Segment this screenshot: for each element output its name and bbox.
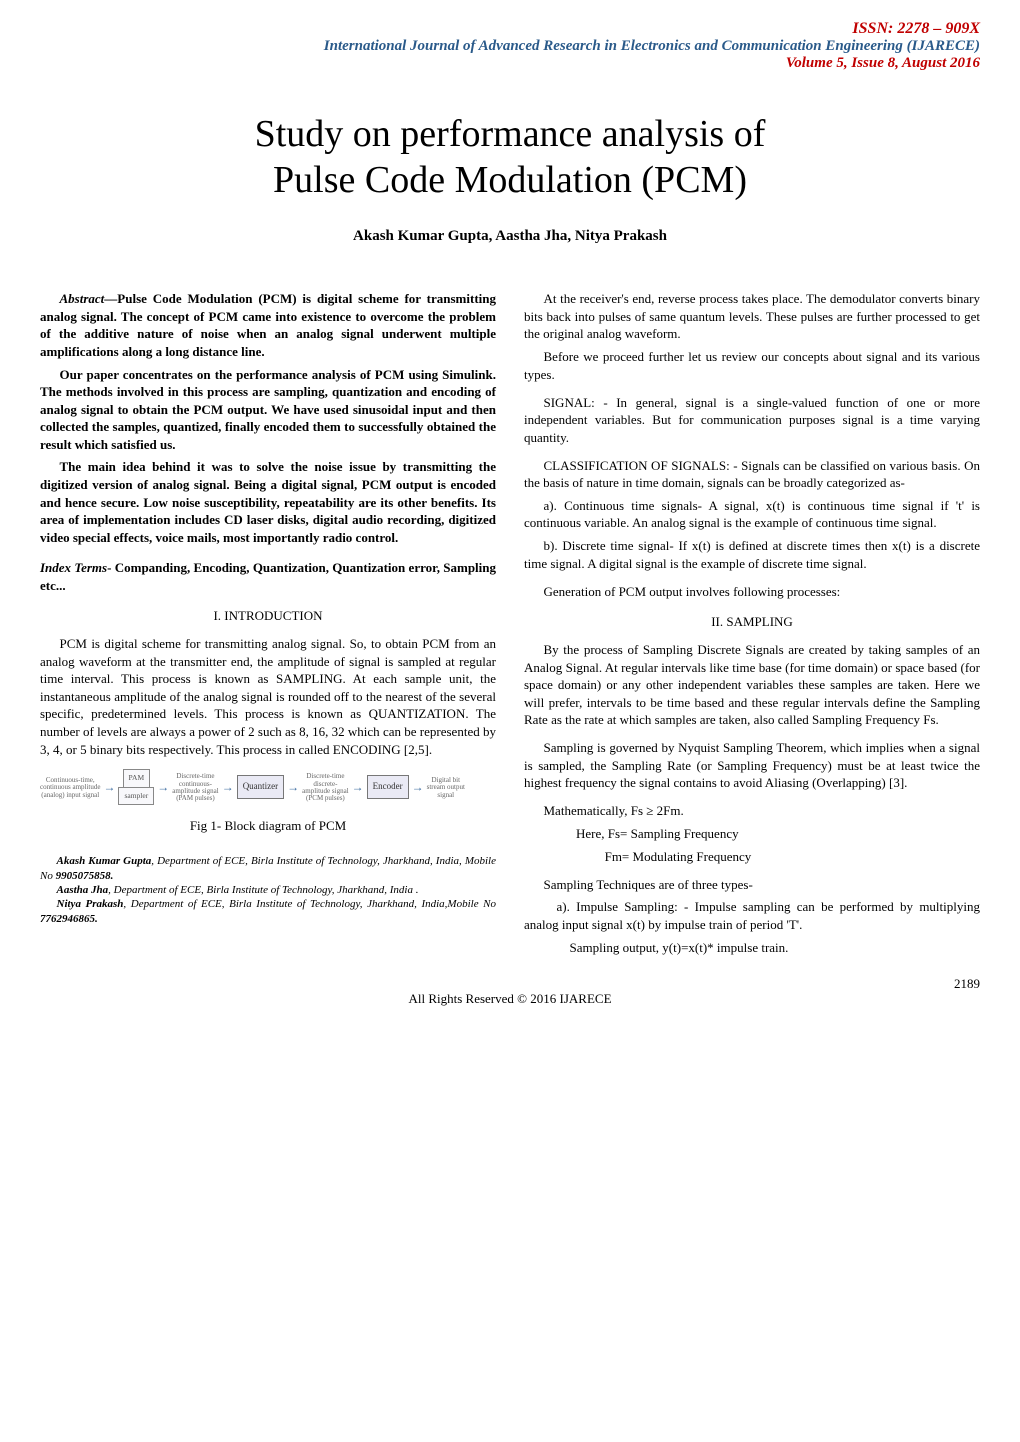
page-header: ISSN: 2278 – 909X International Journal … [0,0,1020,82]
abstract-label: Abstract [60,291,105,306]
diagram-stage2-label: Discrete-time discrete- amplitude signal… [302,773,348,802]
index-terms: Index Terms- Companding, Encoding, Quant… [40,559,496,594]
rc-p3: SIGNAL: - In general, signal is a single… [524,394,980,447]
affiliations: Akash Kumar Gupta , Department of ECE, Bi… [40,854,496,925]
diagram-input-col: Continuous-time, continuous amplitude (a… [40,775,100,799]
rc-p6: b). Discrete time signal- If x(t) is def… [524,537,980,572]
arrow-icon: → [352,781,364,793]
rc-p5: a). Continuous time signals- A signal, x… [524,497,980,532]
arrow-icon: → [103,781,115,793]
tech-a: a). Impulse Sampling: - Impulse sampling… [524,898,980,933]
diagram-output-label: Digital bit stream output signal [427,777,465,799]
authors: Akash Kumar Gupta, Aastha Jha, Nitya Pra… [40,228,980,245]
section-sampling-heading: II. SAMPLING [524,613,980,631]
title-block: Study on performance analysis of Pulse C… [0,82,1020,260]
arrow-icon: → [222,781,234,793]
affil-1-name: Akash Kumar Gupta [57,855,152,867]
diagram-stage1-col: Discrete-time continuous- amplitude sign… [172,771,218,802]
paper-title: Study on performance analysis of Pulse C… [40,112,980,203]
figure-1-caption: Fig 1- Block diagram of PCM [40,817,496,835]
affil-1: Akash Kumar Gupta, Department of ECE, Bi… [40,854,496,883]
diagram-sampler-col: PAM sampler [118,769,154,805]
abstract-p3: The main idea behind it was to solve the… [40,458,496,546]
title-line-2: Pulse Code Modulation (PCM) [273,159,747,201]
diagram-quantizer-box: Quantizer [237,775,284,799]
samp-p1: By the process of Sampling Discrete Sign… [524,641,980,729]
diagram-encoder-box: Encoder [367,775,409,799]
left-column: Abstract—Pulse Code Modulation (PCM) is … [40,290,496,961]
intro-p1: PCM is digital scheme for transmitting a… [40,635,496,758]
section-intro-heading: I. INTRODUCTION [40,607,496,625]
arrow-icon: → [157,781,169,793]
issn-line: ISSN: 2278 – 909X [40,20,980,38]
affil-3-rest: , Department of ECE, Birla Institute of … [123,898,496,910]
title-line-1: Study on performance analysis of [255,113,766,155]
arrow-icon: → [412,781,424,793]
tech-a2: Sampling output, y(t)=x(t)* impulse trai… [524,939,980,957]
abstract-dash: — [104,291,117,306]
diagram-input-label: Continuous-time, continuous amplitude (a… [40,777,100,799]
affil-1-phone: 9905075858. [56,870,114,882]
affil-2: Aastha Jha, Department of ECE, Birla Ins… [40,883,496,897]
abstract-p2: Our paper concentrates on the performanc… [40,366,496,454]
diagram-sampler-box: sampler [118,787,154,805]
rc-p1: At the receiver's end, reverse process t… [524,290,980,343]
volume-info: Volume 5, Issue 8, August 2016 [40,55,980,72]
copyright: All Rights Reserved © 2016 IJARECE [40,991,980,1007]
index-terms-text: - Companding, Encoding, Quantization, Qu… [40,560,496,593]
body-columns: Abstract—Pulse Code Modulation (PCM) is … [0,260,1020,971]
journal-name: International Journal of Advanced Resear… [40,38,980,55]
rc-p2: Before we proceed further let us review … [524,348,980,383]
affil-3-name: Nitya Prakash [57,898,124,910]
pcm-block-diagram: Continuous-time, continuous amplitude (a… [40,763,496,811]
rc-p7: Generation of PCM output involves follow… [524,583,980,601]
page-number: 2189 [954,976,980,992]
right-column: At the receiver's end, reverse process t… [524,290,980,961]
math-line-1: Mathematically, Fs ≥ 2Fm. [524,802,980,820]
affil-2-rest: , Department of ECE, Birla Institute of … [108,884,418,896]
tech-head: Sampling Techniques are of three types- [524,876,980,894]
math-line-2: Here, Fs= Sampling Frequency [524,825,980,843]
samp-p2: Sampling is governed by Nyquist Sampling… [524,739,980,792]
page-footer: 2189 All Rights Reserved © 2016 IJARECE [0,971,1020,1022]
affil-3-phone: 7762946865. [40,913,98,925]
rc-p4: CLASSIFICATION OF SIGNALS: - Signals can… [524,457,980,492]
diagram-stage1-label: Discrete-time continuous- amplitude sign… [172,773,218,802]
arrow-icon: → [287,781,299,793]
affil-3: Nitya Prakash, Department of ECE, Birla … [40,897,496,926]
abstract-p1: Abstract—Pulse Code Modulation (PCM) is … [40,290,496,360]
index-terms-label: Index Terms [40,560,107,575]
diagram-output-col: Digital bit stream output signal [427,775,465,799]
affil-2-name: Aastha Jha [57,884,109,896]
diagram-pam-box: PAM [123,769,151,787]
math-line-3: Fm= Modulating Frequency [524,848,980,866]
diagram-stage2-col: Discrete-time discrete- amplitude signal… [302,771,348,802]
